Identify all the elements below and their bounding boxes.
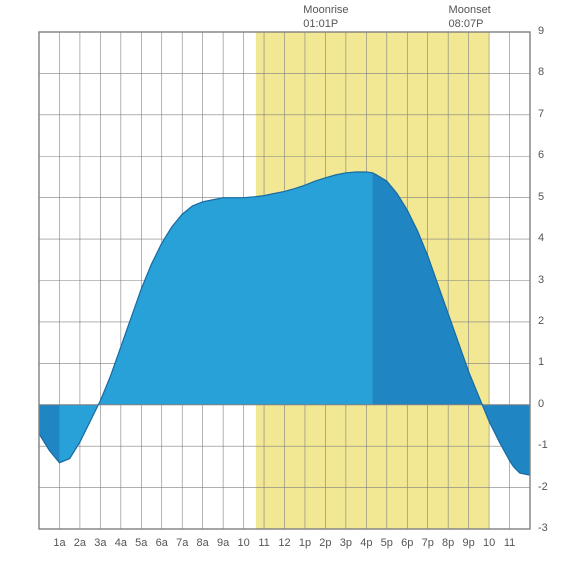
x-tick-label: 1a (53, 537, 65, 549)
x-tick-label: 11 (504, 537, 515, 549)
x-tick-label: 2p (319, 537, 331, 549)
x-tick-label: 10 (237, 537, 249, 549)
y-tick-label: 7 (538, 108, 544, 120)
tide-chart-container: 9876543210-1-2-31a2a3a4a5a6a7a8a9a101112… (0, 0, 570, 570)
tide-chart-svg (0, 0, 570, 570)
moonrise-annotation: Moonrise01:01P (303, 4, 348, 32)
y-tick-label: 2 (538, 315, 544, 327)
x-tick-label: 3p (340, 537, 352, 549)
x-tick-label: 5a (135, 537, 147, 549)
x-tick-label: 4p (360, 537, 372, 549)
x-tick-label: 4a (115, 537, 127, 549)
y-tick-label: 5 (538, 191, 544, 203)
y-tick-label: 1 (538, 356, 544, 368)
y-tick-label: -1 (538, 439, 548, 451)
y-tick-label: 8 (538, 66, 544, 78)
x-tick-label: 9p (463, 537, 475, 549)
y-tick-label: -2 (538, 481, 548, 493)
y-tick-label: 0 (538, 398, 544, 410)
moonset-title: Moonset (449, 4, 491, 18)
y-tick-label: 9 (538, 25, 544, 37)
x-tick-label: 8p (442, 537, 454, 549)
x-tick-label: 3a (94, 537, 106, 549)
moonset-time: 08:07P (449, 18, 491, 32)
x-tick-label: 12 (278, 537, 290, 549)
x-tick-label: 6p (401, 537, 413, 549)
moonrise-time: 01:01P (303, 18, 348, 32)
moonrise-title: Moonrise (303, 4, 348, 18)
y-tick-label: 3 (538, 274, 544, 286)
y-tick-label: 6 (538, 149, 544, 161)
x-tick-label: 7a (176, 537, 188, 549)
moonset-annotation: Moonset08:07P (449, 4, 491, 32)
x-tick-label: 11 (258, 537, 269, 549)
x-tick-label: 2a (74, 537, 86, 549)
x-tick-label: 7p (422, 537, 434, 549)
x-tick-label: 9a (217, 537, 229, 549)
y-tick-label: 4 (538, 232, 544, 244)
x-tick-label: 8a (197, 537, 209, 549)
x-tick-label: 5p (381, 537, 393, 549)
y-tick-label: -3 (538, 522, 548, 534)
x-tick-label: 10 (483, 537, 495, 549)
x-tick-label: 1p (299, 537, 311, 549)
x-tick-label: 6a (156, 537, 168, 549)
